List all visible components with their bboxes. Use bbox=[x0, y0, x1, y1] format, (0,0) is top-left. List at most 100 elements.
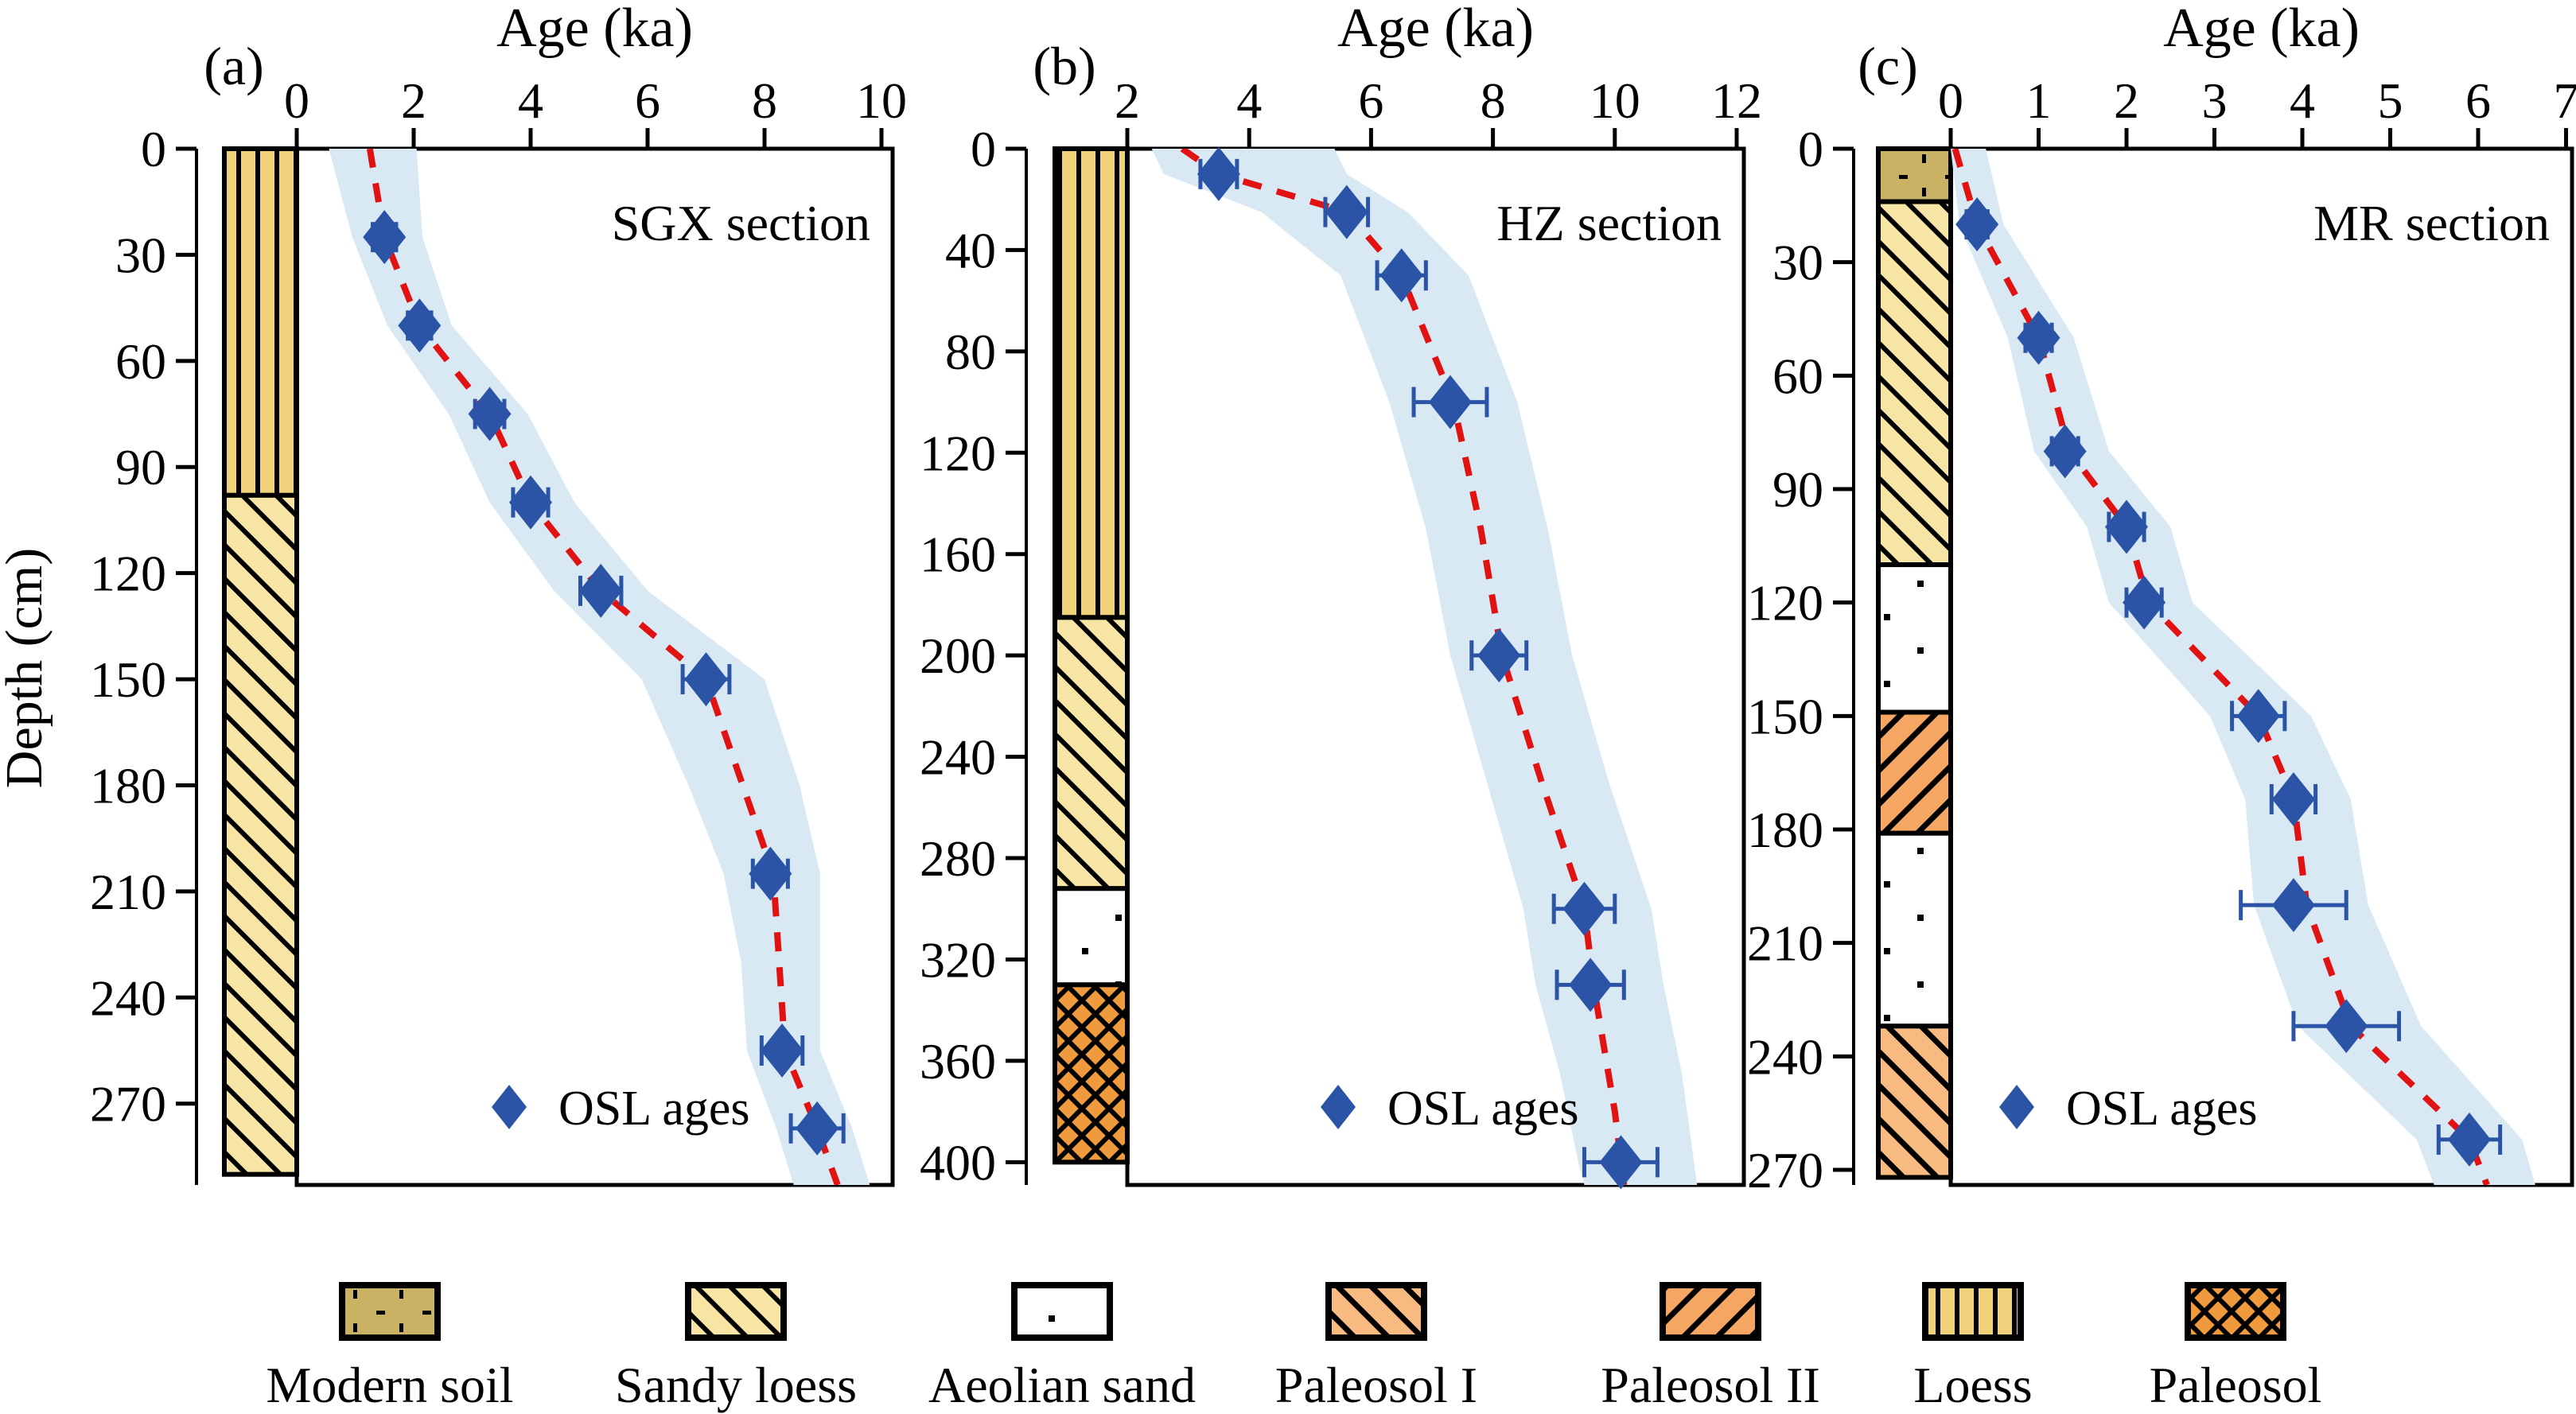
strat-column-layer-aeolian_sand bbox=[1876, 830, 1953, 1029]
osl-age-point bbox=[509, 475, 552, 530]
confidence-envelope bbox=[1951, 149, 2535, 1185]
depth-tick-label: 210 bbox=[1747, 915, 1823, 972]
osl-age-point bbox=[761, 1024, 804, 1078]
depth-tick-label: 40 bbox=[945, 222, 996, 278]
panel-label: (a) bbox=[204, 36, 263, 96]
age-tick-label: 2 bbox=[2114, 72, 2139, 129]
strat-column-layer-aeolian_sand bbox=[1876, 562, 1953, 715]
osl-age-point bbox=[1428, 375, 1472, 429]
depth-tick-label: 400 bbox=[920, 1134, 996, 1191]
strat-column-layer-sandy_loess bbox=[1876, 199, 1953, 568]
age-tick-label: 2 bbox=[401, 72, 426, 129]
osl-age-point bbox=[1197, 146, 1240, 201]
osl-age-point bbox=[2236, 689, 2280, 744]
depth-tick-label: 80 bbox=[945, 324, 996, 380]
plot-area bbox=[329, 149, 870, 1185]
age-tick-label: 2 bbox=[1115, 72, 1140, 129]
osl-age-point bbox=[579, 563, 623, 618]
strat-column-layer-paleosol_1 bbox=[1876, 1024, 1953, 1180]
section-title: MR section bbox=[2313, 195, 2550, 251]
strat-column-layer-loess bbox=[222, 146, 299, 498]
panel-sgx: 0 30 60 90 120 150 180 210 240 270 0 2 4 6 8 10 Age (ka)… bbox=[90, 0, 907, 1187]
age-model-line bbox=[1951, 149, 2490, 1185]
strat-column-layer-sandy_loess bbox=[1053, 615, 1130, 892]
legend-swatch-paleosol_2 bbox=[1660, 1282, 1761, 1341]
depth-tick-label: 30 bbox=[115, 227, 166, 283]
legend-swatch-aeolian_sand bbox=[1011, 1282, 1113, 1341]
osl-age-point bbox=[1569, 958, 1613, 1012]
osl-legend-marker-icon bbox=[1321, 1085, 1356, 1129]
legend-label: Sandy loess bbox=[615, 1357, 857, 1413]
panel-label: (c) bbox=[1858, 36, 1917, 96]
osl-age-point bbox=[684, 652, 728, 707]
plot-frame bbox=[1125, 146, 1746, 1187]
depth-tick-label: 320 bbox=[920, 931, 996, 988]
osl-age-point bbox=[2325, 999, 2368, 1054]
legend-item-paleosol_2: Paleosol II bbox=[1601, 1282, 1820, 1413]
osl-age-point bbox=[1599, 1135, 1643, 1190]
legend-swatch-sandy_loess bbox=[685, 1282, 787, 1341]
osl-age-point bbox=[1562, 881, 1606, 936]
strat-column-layer-aeolian_sand bbox=[1053, 886, 1130, 988]
depth-tick-label: 180 bbox=[1747, 802, 1823, 858]
osl-legend-marker-icon bbox=[492, 1085, 527, 1129]
depth-tick-label: 270 bbox=[90, 1076, 166, 1132]
depth-tick-label: 60 bbox=[1772, 348, 1823, 404]
depth-tick-label: 0 bbox=[971, 121, 996, 177]
age-tick-label: 7 bbox=[2554, 72, 2576, 129]
depth-tick-label: 120 bbox=[90, 546, 166, 602]
osl-age-point bbox=[2017, 310, 2060, 365]
depth-tick-label: 0 bbox=[1798, 121, 1823, 177]
age-tick-label: 10 bbox=[856, 72, 907, 129]
osl-age-point bbox=[1477, 628, 1521, 683]
depth-tick-label: 180 bbox=[90, 757, 166, 814]
age-tick-label: 8 bbox=[1481, 72, 1506, 129]
depth-tick-label: 280 bbox=[920, 830, 996, 887]
age-axis-title: Age (ka) bbox=[496, 0, 693, 59]
depth-tick-label: 60 bbox=[115, 333, 166, 390]
osl-age-point bbox=[2123, 575, 2166, 630]
age-tick-label: 4 bbox=[2290, 72, 2315, 129]
osl-legend-label: OSL ages bbox=[558, 1082, 750, 1136]
osl-age-point bbox=[2271, 878, 2315, 933]
plot-area bbox=[1151, 149, 1698, 1185]
lithology-legend: Modern soil Sandy loess Aeolian sand Paleos… bbox=[266, 1282, 2322, 1413]
depth-axis-title: Depth (cm) bbox=[0, 548, 53, 788]
osl-age-point bbox=[1379, 248, 1423, 303]
age-tick-label: 5 bbox=[2378, 72, 2403, 129]
depth-tick-label: 210 bbox=[90, 864, 166, 920]
legend-label: Aeolian sand bbox=[928, 1357, 1196, 1413]
confidence-envelope bbox=[329, 149, 870, 1185]
osl-age-point bbox=[1955, 197, 1999, 252]
depth-tick-label: 90 bbox=[1772, 461, 1823, 518]
legend-item-aeolian_sand: Aeolian sand bbox=[928, 1282, 1196, 1413]
age-tick-label: 6 bbox=[1358, 72, 1383, 129]
age-tick-label: 10 bbox=[1590, 72, 1640, 129]
depth-tick-label: 120 bbox=[1747, 575, 1823, 631]
age-tick-label: 4 bbox=[518, 72, 543, 129]
legend-label: Loess bbox=[1913, 1357, 2032, 1413]
osl-age-point bbox=[363, 210, 407, 265]
strat-column-layer-paleosol_cross bbox=[1053, 982, 1130, 1165]
depth-tick-label: 90 bbox=[115, 439, 166, 495]
osl-age-point bbox=[1325, 185, 1368, 239]
legend-swatch-loess bbox=[1922, 1282, 2024, 1341]
age-axis-title: Age (ka) bbox=[1337, 0, 1534, 59]
legend-swatch-paleosol_cross bbox=[2185, 1282, 2286, 1341]
osl-legend-marker-icon bbox=[1999, 1085, 2034, 1129]
section-title: SGX section bbox=[612, 195, 870, 251]
legend-item-paleosol_1: Paleosol I bbox=[1275, 1282, 1477, 1413]
depth-tick-label: 150 bbox=[90, 651, 166, 708]
legend-label: Paleosol I bbox=[1275, 1357, 1477, 1413]
legend-label: Modern soil bbox=[266, 1357, 513, 1413]
depth-tick-label: 240 bbox=[920, 729, 996, 786]
plot-area bbox=[1951, 149, 2535, 1185]
section-title: HZ section bbox=[1496, 195, 1722, 251]
age-tick-label: 4 bbox=[1236, 72, 1262, 129]
legend-label: Paleosol bbox=[2150, 1357, 2322, 1413]
osl-age-point bbox=[398, 298, 442, 353]
osl-age-point bbox=[468, 387, 512, 441]
legend-item-modern_soil: Modern soil bbox=[266, 1282, 514, 1413]
